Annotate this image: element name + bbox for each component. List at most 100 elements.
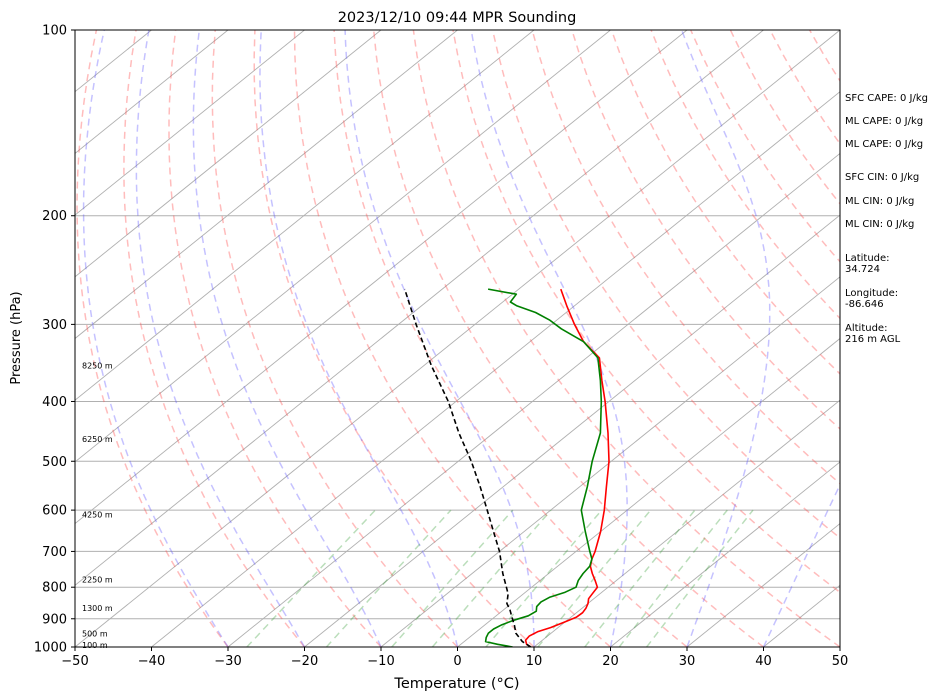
ml-cape-text-1: ML CAPE: 0 J/kg bbox=[845, 116, 924, 127]
isotherm-line bbox=[533, 399, 840, 647]
chart-title: 2023/12/10 09:44 MPR Sounding bbox=[338, 10, 577, 26]
altitude-block: Altitude: 216 m AGL bbox=[845, 323, 900, 345]
mixing-ratio-line bbox=[584, 509, 696, 647]
height-label: 4250 m bbox=[82, 511, 113, 520]
height-label: 8250 m bbox=[82, 362, 113, 371]
x-tick-label: −40 bbox=[138, 654, 165, 669]
longitude-block: Longitude: -86.646 bbox=[845, 288, 898, 310]
mixing-ratio-line bbox=[537, 509, 652, 647]
height-label: 1300 m bbox=[82, 604, 113, 613]
latitude-block: Latitude: 34.724 bbox=[845, 253, 890, 275]
y-tick-label: 200 bbox=[42, 209, 67, 224]
isotherm-line bbox=[457, 337, 840, 647]
dry-adiabat bbox=[253, 30, 535, 647]
mixing-ratio-line bbox=[431, 509, 552, 647]
latitude-label: Latitude: bbox=[845, 253, 890, 264]
ml-cin-text-1: ML CIN: 0 J/kg bbox=[845, 196, 915, 207]
longitude-label: Longitude: bbox=[845, 288, 899, 299]
temperature-line bbox=[524, 288, 610, 647]
x-axis: −50 −40 −30 −20 −10 0 10 20 30 40 50 bbox=[61, 647, 848, 669]
height-labels: 100 m 500 m 1300 m 2250 m 4250 m 6250 m 8250 m bbox=[82, 362, 113, 650]
ml-cape-text-2: ML CAPE: 0 J/kg bbox=[845, 139, 924, 150]
dry-adiabat bbox=[123, 30, 306, 647]
parcel-path-line bbox=[403, 288, 532, 647]
height-label: 2250 m bbox=[82, 576, 113, 585]
moist-adiabat bbox=[135, 30, 306, 647]
x-tick-label: 20 bbox=[602, 654, 619, 669]
y-tick-label: 1000 bbox=[34, 641, 67, 656]
isotherm-line bbox=[75, 30, 688, 525]
altitude-label: Altitude: bbox=[845, 323, 888, 334]
moist-adiabat bbox=[680, 30, 771, 647]
sfc-cape-text: SFC CAPE: 0 J/kg bbox=[845, 93, 928, 104]
x-tick-label: 50 bbox=[832, 654, 849, 669]
x-tick-label: 30 bbox=[679, 654, 696, 669]
y-axis-label: Pressure (hPa) bbox=[9, 291, 24, 384]
dry-adiabat bbox=[531, 30, 840, 485]
x-axis-label: Temperature (°C) bbox=[393, 676, 519, 692]
dewpoint-line bbox=[484, 288, 603, 647]
moist-adiabat bbox=[344, 30, 535, 647]
dry-adiabat bbox=[491, 30, 840, 539]
height-label: 500 m bbox=[82, 629, 108, 638]
isotherm-line bbox=[75, 30, 305, 216]
dry-adiabat bbox=[168, 30, 382, 647]
x-tick-label: 10 bbox=[526, 654, 543, 669]
dry-adiabat bbox=[211, 30, 459, 647]
isotherm-line bbox=[75, 30, 229, 154]
mixing-ratio-line bbox=[618, 509, 728, 647]
mixing-ratio-line bbox=[391, 509, 514, 647]
y-tick-label: 700 bbox=[42, 545, 67, 560]
y-tick-label: 300 bbox=[42, 318, 67, 333]
mixing-ratio-line bbox=[325, 509, 452, 647]
isotherm-line bbox=[75, 30, 458, 340]
x-tick-label: −20 bbox=[291, 654, 318, 669]
dry-adiabat bbox=[452, 30, 840, 594]
height-label: 100 m bbox=[82, 641, 108, 650]
altitude-value: 216 m AGL bbox=[845, 334, 901, 345]
height-label: 6250 m bbox=[82, 435, 113, 444]
y-tick-label: 900 bbox=[42, 612, 67, 627]
y-tick-label: 400 bbox=[42, 395, 67, 410]
y-tick-label: 100 bbox=[42, 24, 67, 39]
y-tick-label: 500 bbox=[42, 455, 67, 470]
sfc-cin-text: SFC CIN: 0 J/kg bbox=[845, 172, 920, 183]
mixing-ratio-line bbox=[485, 509, 603, 647]
dry-adiabat bbox=[412, 30, 840, 647]
isotherm-line bbox=[75, 30, 611, 463]
isotherm-line bbox=[75, 30, 764, 586]
series-lines bbox=[403, 288, 610, 647]
x-tick-label: −10 bbox=[367, 654, 394, 669]
isotherm-line bbox=[75, 30, 382, 278]
isotherm-line bbox=[686, 523, 840, 647]
isotherm-line bbox=[151, 91, 840, 647]
ml-cin-text-2: ML CIN: 0 J/kg bbox=[845, 219, 915, 230]
isotherm-line bbox=[380, 276, 840, 647]
moist-adiabat bbox=[192, 30, 382, 647]
x-tick-label: 40 bbox=[755, 654, 772, 669]
isotherm-line bbox=[75, 30, 840, 647]
isotherm-line bbox=[304, 214, 840, 647]
y-tick-label: 600 bbox=[42, 504, 67, 519]
isotherm-line bbox=[227, 152, 840, 647]
dry-adiabat bbox=[929, 30, 947, 647]
x-tick-label: −30 bbox=[214, 654, 241, 669]
dry-adiabat bbox=[76, 30, 229, 647]
dry-adiabat bbox=[650, 30, 840, 320]
dry-adiabat bbox=[372, 30, 764, 647]
latitude-value: 34.724 bbox=[845, 264, 880, 275]
y-axis: 100 200 300 400 500 600 700 800 900 1000 bbox=[34, 24, 75, 656]
x-tick-label: 0 bbox=[453, 654, 461, 669]
longitude-value: -86.646 bbox=[845, 299, 884, 310]
mixing-ratio-line bbox=[646, 509, 754, 647]
isotherm-line bbox=[610, 461, 840, 647]
moist-adiabat bbox=[259, 30, 459, 647]
dry-adiabat bbox=[333, 30, 688, 647]
background-lines bbox=[75, 30, 947, 647]
dry-adiabat bbox=[610, 30, 840, 375]
moist-adiabat bbox=[82, 30, 229, 647]
moist-adiabat bbox=[762, 483, 840, 647]
y-tick-label: 800 bbox=[42, 581, 67, 596]
dry-adiabat bbox=[293, 30, 611, 647]
